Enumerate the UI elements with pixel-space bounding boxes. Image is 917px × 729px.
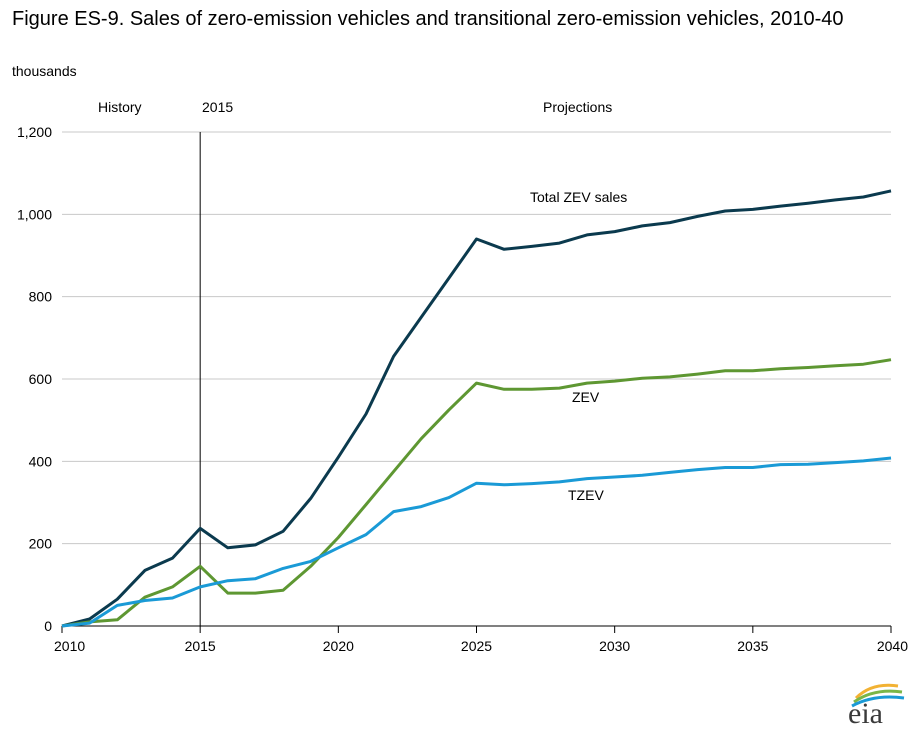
y-tick-label: 400 xyxy=(29,453,53,469)
x-tick-label: 2035 xyxy=(737,638,768,654)
series-label-zev: ZEV xyxy=(572,389,600,405)
y-tick-label: 0 xyxy=(44,618,52,634)
series-lines xyxy=(61,189,892,628)
series-line-zev xyxy=(61,358,892,628)
series-labels: Total ZEV sales ZEV TZEV xyxy=(530,189,627,503)
eia-logo: eia xyxy=(838,676,908,726)
series-label-total-zev-sales: Total ZEV sales xyxy=(530,189,627,205)
units-label: thousands xyxy=(12,63,77,79)
projections-annotation: Projections xyxy=(543,99,612,115)
chart-title: Figure ES-9. Sales of zero-emission vehi… xyxy=(12,8,844,30)
divider-year-label: 2015 xyxy=(202,99,233,115)
eia-logo-icon: eia xyxy=(848,683,905,726)
series-line-tzev xyxy=(61,456,892,628)
series-label-tzev: TZEV xyxy=(568,487,604,503)
y-tick-label: 200 xyxy=(29,536,53,552)
x-tick-label: 2020 xyxy=(323,638,354,654)
y-axis-ticks: 0 200 400 600 800 1,000 1,200 xyxy=(17,124,52,634)
x-tick-label: 2015 xyxy=(185,638,216,654)
y-tick-label: 600 xyxy=(29,371,53,387)
x-tick-label: 2025 xyxy=(461,638,492,654)
y-tick-label: 1,000 xyxy=(17,206,52,222)
x-tick-label: 2030 xyxy=(599,638,630,654)
eia-logo-text: eia xyxy=(848,697,883,726)
history-annotation: History xyxy=(98,99,142,115)
x-tick-label: 2040 xyxy=(877,638,908,654)
x-axis: 2010 2015 2020 2025 2030 2035 2040 xyxy=(54,625,908,654)
y-tick-label: 800 xyxy=(29,289,53,305)
y-tick-label: 1,200 xyxy=(17,124,52,140)
x-tick-label: 2010 xyxy=(54,638,85,654)
series-line-total-zev-sales xyxy=(61,189,892,628)
